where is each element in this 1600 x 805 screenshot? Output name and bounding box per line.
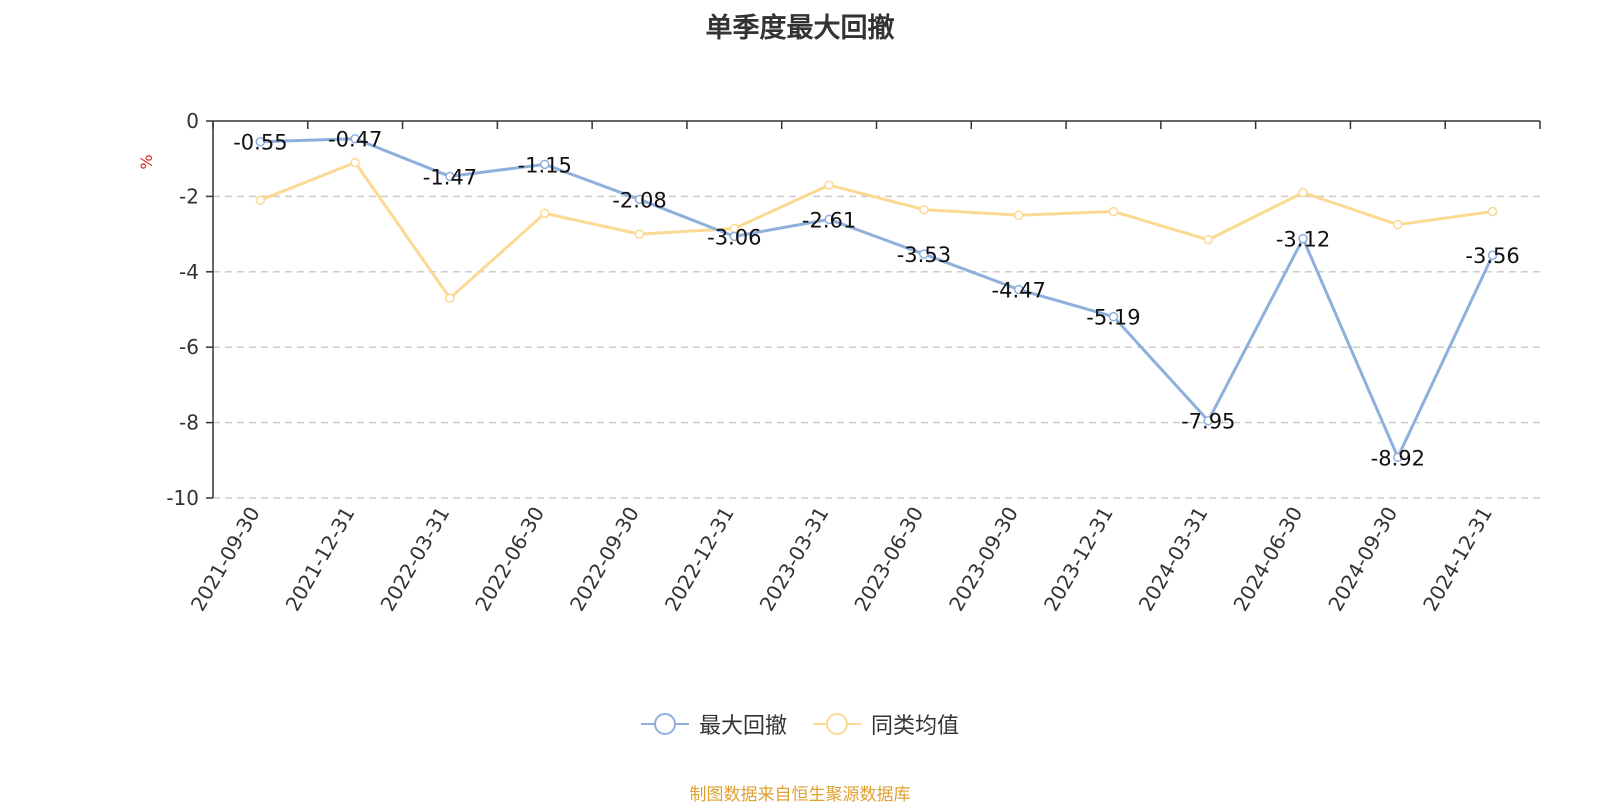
data-point bbox=[729, 231, 740, 242]
x-tick-label: 2024-09-30 bbox=[1323, 503, 1402, 616]
data-label: -0.47 bbox=[328, 128, 382, 152]
data-point bbox=[445, 171, 455, 182]
data-point bbox=[1013, 284, 1024, 295]
data-point bbox=[540, 208, 550, 219]
y-tick-label: -10 bbox=[166, 486, 199, 510]
series bbox=[255, 133, 1498, 463]
x-tick-label: 2021-12-31 bbox=[281, 503, 360, 616]
x-tick-label: 2023-06-30 bbox=[849, 502, 928, 615]
data-point bbox=[634, 229, 645, 239]
x-tick-label: 2023-12-31 bbox=[1039, 503, 1118, 616]
series-line bbox=[260, 137, 1494, 459]
y-tick-label: -8 bbox=[179, 411, 199, 435]
data-point bbox=[634, 194, 645, 205]
data-label: -7.95 bbox=[1181, 410, 1235, 434]
chart-title: 单季度最大回撤 bbox=[705, 13, 895, 44]
x-tick-label: 2023-09-30 bbox=[944, 503, 1023, 616]
y-tick-label: -4 bbox=[179, 260, 199, 284]
data-point bbox=[1298, 233, 1308, 244]
data-label: -3.56 bbox=[1465, 244, 1519, 268]
series-line bbox=[259, 160, 1493, 300]
x-tick-label: 2022-12-31 bbox=[660, 503, 739, 616]
data-label: -8.92 bbox=[1371, 446, 1425, 470]
x-tick-label: 2024-12-31 bbox=[1418, 503, 1497, 616]
data-point bbox=[824, 214, 834, 225]
data-point bbox=[1487, 206, 1498, 217]
data-point bbox=[1203, 235, 1213, 245]
data-point bbox=[1487, 250, 1498, 260]
data-point bbox=[919, 249, 929, 259]
source-note: 制图数据来自恒生聚源数据库 bbox=[689, 785, 911, 805]
data-label: -2.61 bbox=[802, 208, 856, 232]
data-point bbox=[445, 293, 455, 303]
legend-item-peer-average[interactable]: 同类均值 bbox=[813, 708, 959, 740]
legend-swatch-peer-average bbox=[813, 712, 861, 736]
data-point bbox=[1013, 210, 1024, 220]
x-tick-label: 2022-09-30 bbox=[565, 503, 644, 616]
data-point bbox=[255, 136, 266, 147]
data-label: -0.55 bbox=[233, 131, 287, 155]
data-point bbox=[919, 204, 929, 215]
data-point bbox=[1298, 187, 1308, 198]
x-tick-label: 2022-03-31 bbox=[375, 503, 454, 616]
data-point bbox=[350, 133, 360, 144]
legend-swatch-max-drawdown bbox=[640, 712, 689, 736]
y-tick-label: 0 bbox=[186, 109, 199, 133]
x-tick-label: 2024-03-31 bbox=[1134, 503, 1213, 616]
data-point bbox=[1108, 311, 1119, 322]
data-label: -3.53 bbox=[897, 243, 951, 267]
data-label: -1.47 bbox=[423, 165, 477, 189]
data-point bbox=[1203, 415, 1213, 426]
y-tick-label: -2 bbox=[179, 184, 199, 208]
legend: 最大回撤 同类均值 bbox=[0, 708, 1600, 740]
data-point bbox=[1393, 219, 1403, 230]
x-tick-label: 2023-03-31 bbox=[755, 503, 834, 616]
data-point bbox=[1393, 452, 1403, 463]
legend-label: 最大回撤 bbox=[698, 714, 787, 739]
y-tick-label: -6 bbox=[179, 335, 199, 359]
data-label: -2.08 bbox=[612, 188, 666, 212]
data-label: -5.19 bbox=[1086, 306, 1140, 330]
data-label: -3.12 bbox=[1276, 228, 1330, 252]
data-point bbox=[540, 159, 550, 170]
x-tick-label: 2022-06-30 bbox=[470, 503, 549, 616]
data-point bbox=[350, 157, 360, 168]
data-point bbox=[1108, 206, 1119, 217]
data-label: -1.15 bbox=[518, 153, 572, 177]
data-point bbox=[255, 195, 266, 205]
data-label: -3.06 bbox=[707, 225, 761, 249]
legend-label: 同类均值 bbox=[871, 714, 960, 739]
legend-item-max-drawdown[interactable]: 最大回撤 bbox=[640, 708, 787, 740]
x-tick-label: 2024-06-30 bbox=[1228, 503, 1307, 616]
data-labels: -0.55 -0.47 -1.47 -1.15 -2.08 -3.06 -2.61 -3.53… bbox=[233, 128, 1520, 471]
y-axis-unit-label: % bbox=[137, 154, 156, 169]
data-point bbox=[824, 180, 834, 190]
x-tick-label: 2021-09-30 bbox=[186, 503, 265, 616]
data-label: -4.47 bbox=[992, 279, 1046, 303]
